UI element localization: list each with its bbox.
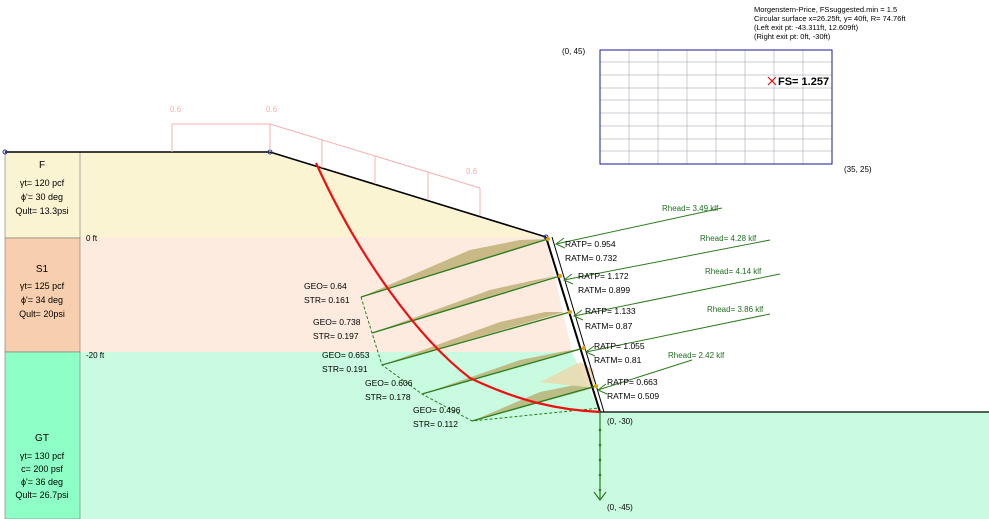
arrowhead-icon <box>585 345 596 357</box>
nail-2-ratp: RATP= 1.172 <box>578 271 629 281</box>
rhead-line-5 <box>597 359 693 391</box>
grid-corner-bottom-right: (35, 25) <box>844 165 872 174</box>
legend-f-box <box>4 151 81 239</box>
nail-4-ratm: RATM= 0.81 <box>594 355 642 365</box>
legend-gt-prop: Qult= 26.7psi <box>15 490 68 500</box>
legend-gt-prop: c= 200 psf <box>21 464 63 474</box>
arrowhead-icon <box>573 309 584 321</box>
arrowhead-icon <box>563 273 574 285</box>
nail-5-geo: GEO= 0.496 <box>413 405 461 415</box>
legend-gt-box <box>4 351 81 519</box>
center-search-grid-border <box>599 49 833 165</box>
wall-face <box>545 236 601 413</box>
nail-1-str: STR= 0.161 <box>304 295 350 305</box>
wall-bottom-label: (0, -45) <box>607 503 633 512</box>
legend-f-prop: ϕ'= 30 deg <box>21 192 63 202</box>
nail-4-str: STR= 0.178 <box>365 392 411 402</box>
nail-4-ratp: RATP= 1.055 <box>594 341 645 351</box>
elevation-label: 0 ft <box>86 234 98 243</box>
rhead-line-4 <box>585 313 771 353</box>
nail-4 <box>421 347 585 395</box>
wall-face-inner <box>551 236 605 413</box>
legend-s1-box <box>4 237 81 353</box>
nail-3-str: STR= 0.191 <box>322 364 368 374</box>
critical-center-marker-icon <box>767 76 777 86</box>
wall-top-label: (0, -30) <box>607 417 633 426</box>
surcharge-label: 0.6 <box>466 167 478 176</box>
gt-layer-region-upper <box>80 352 989 519</box>
nail-1-rhead: Rhead= 3.49 klf <box>662 204 719 213</box>
nail-2-str: STR= 0.197 <box>313 331 359 341</box>
header-line: Circular surface x=26.25ft, y= 40ft, R= … <box>754 14 906 23</box>
nail-3-ratp: RATP= 1.133 <box>585 306 636 316</box>
header-line: (Right exit pt: 0ft, -30ft) <box>754 32 831 41</box>
legend-s1-prop: Qult= 20psi <box>19 309 65 319</box>
soil-nails <box>360 238 597 422</box>
nail-3-geo: GEO= 0.653 <box>322 350 370 360</box>
nail-2-rhead: Rhead= 4.28 klf <box>700 234 757 243</box>
header-line: Morgenstern-Price, FSsuggested.min = 1.5 <box>754 5 897 14</box>
nail-1 <box>360 238 549 298</box>
legend-gt-prop: γt= 130 pcf <box>20 451 65 461</box>
pile-arrow-icon <box>593 491 607 501</box>
surcharge-load <box>171 123 481 216</box>
legend-f-name: F <box>39 160 45 171</box>
toe-pile-ticks <box>598 428 602 492</box>
critical-slip-surface <box>314 162 601 414</box>
nail-5-ratm: RATM= 0.509 <box>607 391 659 401</box>
nail-3 <box>381 311 571 366</box>
nail-1-ratm: RATM= 0.732 <box>565 253 617 263</box>
nail-5 <box>471 385 597 422</box>
legend-s1-name: S1 <box>36 264 49 275</box>
surcharge-label: 0.6 <box>170 105 182 114</box>
nail-1-ratp: RATP= 0.954 <box>565 239 616 249</box>
nail-5-str: STR= 0.112 <box>413 419 458 429</box>
nail-3-ratm: RATM= 0.87 <box>585 321 633 331</box>
legend-gt-prop: ϕ'= 36 deg <box>21 477 63 487</box>
arrowhead-icon <box>555 237 566 249</box>
nail-1-geo: GEO= 0.64 <box>304 281 347 291</box>
nail-2-ratm: RATM= 0.899 <box>578 285 630 295</box>
arrowhead-icon <box>597 383 608 395</box>
nail-wedge-secondary <box>540 362 594 388</box>
elevation-label: -20 ft <box>86 351 105 360</box>
nail-5-ratp: RATP= 0.663 <box>607 377 658 387</box>
head-force-lines <box>555 207 781 395</box>
legend-gt-name: GT <box>35 433 49 444</box>
rhead-line-2 <box>563 239 771 281</box>
center-search-grid <box>600 50 832 164</box>
nail-2 <box>371 275 561 334</box>
fs-value: FS= 1.257 <box>778 76 829 88</box>
nail-2-geo: GEO= 0.738 <box>313 317 361 327</box>
nail-head-markers <box>546 237 598 388</box>
legend-s1-prop: γt= 125 pcf <box>20 281 65 291</box>
surcharge-label: 0.6 <box>266 105 278 114</box>
rhead-line-1 <box>555 207 723 245</box>
grid-corner-top-left: (0, 45) <box>562 47 585 56</box>
header-line: (Left exit pt: -43.311ft, 12.609ft) <box>754 23 859 32</box>
nail-4-geo: GEO= 0.606 <box>365 378 413 388</box>
nail-4-rhead: Rhead= 3.86 klf <box>707 305 764 314</box>
legend-f-prop: γt= 120 pcf <box>20 178 65 188</box>
rhead-line-3 <box>573 273 781 317</box>
fill-layer-region <box>80 152 546 237</box>
nail-5-rhead: Rhead= 2.42 klf <box>668 351 725 360</box>
legend-f-prop: Qult= 13.3psi <box>15 206 68 216</box>
nail-3-rhead: Rhead= 4.14 klf <box>705 267 762 276</box>
legend-s1-prop: ϕ'= 34 deg <box>21 295 63 305</box>
profile-node <box>2 149 8 155</box>
nail-field-boundary <box>360 296 601 422</box>
